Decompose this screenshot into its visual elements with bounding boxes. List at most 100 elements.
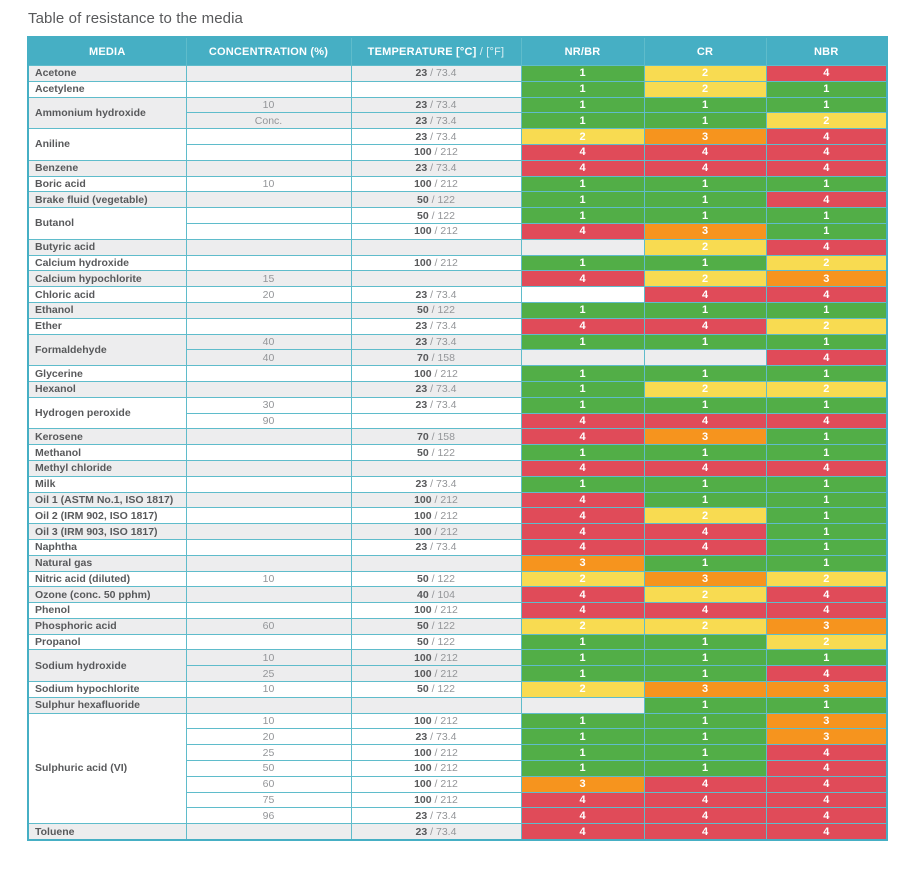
temperature-cell: 23 / 73.4 [350,823,522,841]
temperature-fahrenheit: / 122 [428,209,455,222]
rating-cell-nrbr: 4 [520,491,645,509]
temperature-celsius: 70 [417,351,429,364]
temperature-fahrenheit: / 212 [431,667,458,680]
rating-cell-nbr: 1 [765,80,888,98]
rating-cell-cr: 2 [643,380,767,398]
rating-cell-nbr: 1 [765,538,888,556]
table-row: Naphtha 23 / 73.4 4 4 1 [27,538,888,556]
rating-cell-cr: 4 [643,143,767,161]
temperature-fahrenheit: / 73.4 [427,98,457,111]
media-cell: Glycerine [27,365,187,382]
rating-cell-nrbr: 1 [520,712,645,730]
rating-cell-cr: 4 [643,791,767,809]
table-header: MEDIA CONCENTRATION (%) TEMPERATURE [°C]… [27,36,888,66]
resistance-table: MEDIA CONCENTRATION (%) TEMPERATURE [°C]… [27,36,888,842]
rating-cell-nbr: 3 [765,728,888,746]
rating-cell-nbr: 1 [765,175,888,193]
temperature-cell: 23 / 73.4 [350,65,522,82]
temperature-celsius: 50 [417,620,429,633]
table-row: 75 100 / 212 4 4 4 [28,791,888,809]
rating-cell-nrbr: 4 [520,602,645,619]
temperature-fahrenheit: / 212 [431,493,458,506]
temperature-cell: 23 / 73.4 [350,96,522,114]
table-row: Methyl chloride 4 4 4 [27,459,888,477]
temperature-celsius: 23 [415,114,428,127]
temperature-celsius: 50 [417,572,429,585]
table-row: 20 23 / 73.4 1 1 3 [28,728,888,746]
temperature-celsius: 100 [414,146,432,159]
concentration-cell [185,586,352,604]
rating-cell-cr: 3 [643,128,767,145]
rating-cell-cr: 3 [643,222,767,240]
table-row: 25 100 / 212 1 1 4 [28,665,888,683]
media-cell: Butanol [27,207,187,240]
media-cell: Hexanol [27,380,187,398]
rating-cell-nrbr: 2 [520,570,645,588]
temperature-cell [350,459,522,477]
rating-cell-nrbr [520,696,645,714]
table-row: Calcium hydroxide 100 / 212 1 1 2 [27,254,888,272]
table-row: 90 4 4 4 [28,412,888,430]
rating-cell-nbr: 1 [765,301,888,319]
rating-cell-nrbr: 4 [520,507,645,525]
table-row: Butyric acid 2 4 [27,238,888,256]
rating-cell-nrbr: 1 [520,65,645,82]
temperature-fahrenheit: / 73.4 [427,288,457,301]
rating-cell-nrbr: 1 [520,365,645,382]
temperature-cell: 100 / 212 [350,665,522,683]
temperature-fahrenheit: / 212 [431,715,458,728]
temperature-cell: 23 / 73.4 [350,538,522,556]
temperature-fahrenheit: / 73.4 [427,335,457,348]
temperature-celsius: 100 [414,778,432,791]
media-cell: Ammonium hydroxide [27,96,187,130]
rating-cell-nrbr: 4 [520,317,645,335]
rating-cell-nrbr: 4 [520,270,645,288]
concentration-cell [185,491,352,509]
rating-cell-nrbr: 4 [520,807,645,825]
table-row: Ammonium hydroxide 10 23 / 73.4 1 1 1 [27,96,888,130]
temperature-celsius: 23 [415,98,428,111]
temperature-celsius: 100 [414,493,432,506]
table-row: Hexanol 23 / 73.4 1 2 2 [27,380,888,398]
temperature-celsius: 70 [417,430,429,443]
rating-cell-nrbr [520,238,645,256]
temperature-fahrenheit: / 73.4 [427,399,457,412]
rating-cell-cr: 2 [643,65,767,82]
rating-cell-nrbr: 4 [520,412,645,430]
rating-cell-nrbr: 4 [520,143,645,161]
table-row: Kerosene 70 / 158 4 3 1 [27,428,888,446]
rating-cell-cr: 4 [643,412,767,430]
header-row: MEDIA CONCENTRATION (%) TEMPERATURE [°C]… [27,36,888,66]
rating-cell-nbr: 4 [765,602,888,619]
temperature-celsius: 40 [417,588,429,601]
temperature-cell: 23 / 73.4 [350,807,522,825]
concentration-cell [185,538,352,556]
rating-cell-cr: 1 [643,744,767,762]
rating-cell-cr: 1 [643,96,767,114]
temperature-fahrenheit: / 73.4 [427,478,457,491]
table-row: Oil 1 (ASTM No.1, ISO 1817) 100 / 212 4 1 1 [27,491,888,509]
temperature-cell: 50 / 122 [350,570,522,588]
rating-cell-nbr: 4 [765,349,888,367]
temperature-celsius: 100 [414,746,432,759]
rating-cell-nbr: 3 [765,617,888,635]
rating-cell-nbr: 4 [765,791,888,809]
rating-cell-cr: 3 [643,428,767,446]
temperature-celsius: 100 [414,667,432,680]
temperature-celsius: 23 [415,383,428,396]
table-row: Glycerine 100 / 212 1 1 1 [27,365,888,382]
temperature-fahrenheit: / 73.4 [427,383,457,396]
rating-cell-cr: 4 [643,317,767,335]
concentration-cell: Conc. [185,112,352,130]
concentration-cell [185,65,352,82]
temperature-cell: 50 / 122 [350,617,522,635]
table-row: Sulphur hexafluoride 1 1 [27,696,888,714]
rating-cell-nrbr: 1 [520,665,645,683]
rating-cell-nrbr: 1 [520,760,645,777]
rating-cell-nbr: 1 [765,365,888,382]
temperature-cell: 23 / 73.4 [350,396,522,414]
temperature-cell: 23 / 73.4 [350,333,522,351]
temperature-celsius: 23 [415,67,428,80]
media-cell: Sodium hypochlorite [27,681,187,698]
concentration-cell: 10 [185,175,352,193]
